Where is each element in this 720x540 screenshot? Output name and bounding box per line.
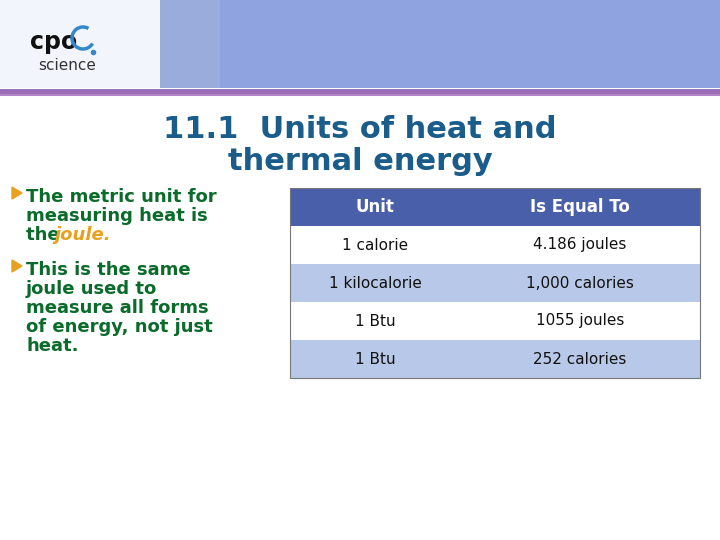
Bar — [290, 226, 700, 264]
Bar — [160, 0, 720, 88]
Bar — [290, 188, 700, 226]
Text: 1055 joules: 1055 joules — [536, 314, 624, 328]
Text: 1,000 calories: 1,000 calories — [526, 275, 634, 291]
Text: measuring heat is: measuring heat is — [26, 207, 208, 225]
Polygon shape — [12, 260, 22, 272]
Bar — [100, 0, 220, 88]
Text: 1 Btu: 1 Btu — [355, 352, 395, 367]
Text: 1 kilocalorie: 1 kilocalorie — [328, 275, 421, 291]
Text: joule used to: joule used to — [26, 280, 157, 298]
Text: heat.: heat. — [26, 337, 78, 355]
Text: measure all forms: measure all forms — [26, 299, 209, 317]
Text: 252 calories: 252 calories — [534, 352, 626, 367]
Text: 1 Btu: 1 Btu — [355, 314, 395, 328]
Text: 1 calorie: 1 calorie — [342, 238, 408, 253]
Bar — [0, 0, 720, 88]
Bar — [290, 340, 700, 378]
Text: Is Equal To: Is Equal To — [530, 198, 630, 216]
Text: The metric unit for: The metric unit for — [26, 188, 217, 206]
Text: Unit: Unit — [356, 198, 395, 216]
Text: cpo: cpo — [30, 30, 77, 54]
Text: 11.1  Units of heat and: 11.1 Units of heat and — [163, 115, 557, 144]
Text: of energy, not just: of energy, not just — [26, 318, 212, 336]
Bar — [290, 302, 700, 340]
Text: This is the same: This is the same — [26, 261, 191, 279]
Bar — [0, 96, 720, 540]
Bar — [0, 0, 160, 88]
Polygon shape — [12, 187, 22, 199]
Text: the: the — [26, 226, 66, 244]
Text: thermal energy: thermal energy — [228, 147, 492, 176]
Text: 4.186 joules: 4.186 joules — [534, 238, 626, 253]
Bar — [290, 188, 700, 378]
Text: science: science — [38, 58, 96, 73]
Bar — [290, 264, 700, 302]
Text: joule.: joule. — [54, 226, 111, 244]
